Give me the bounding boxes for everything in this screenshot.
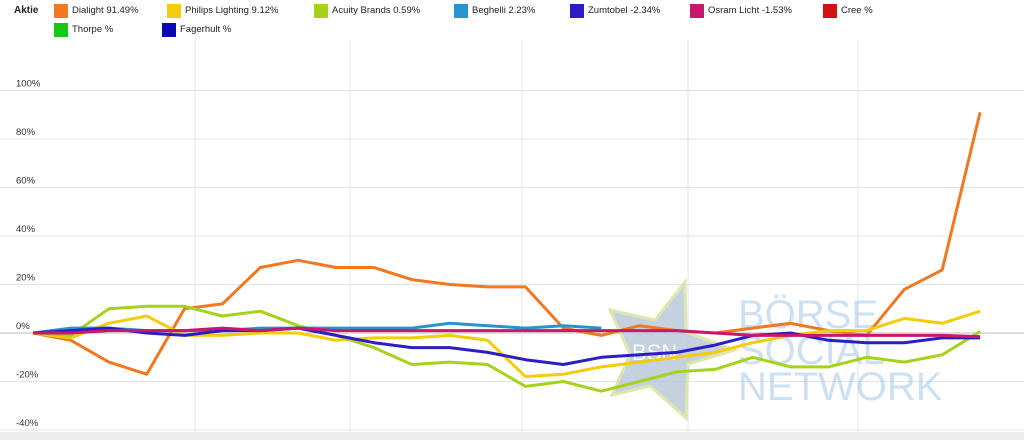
legend-swatch (314, 4, 328, 18)
bsn-logo-star-icon (607, 277, 740, 422)
series-lines (32, 111, 982, 393)
y-tick-label: 60% (16, 176, 36, 187)
legend-title: Aktie (14, 5, 39, 16)
series-line-zumtobel (32, 326, 981, 366)
y-tick-label: 80% (16, 127, 36, 138)
watermark-line3: NETWORK (738, 365, 943, 409)
legend-swatch (454, 4, 468, 18)
x-axis-band (0, 432, 1024, 440)
legend: Aktie Dialight 91.49% Philips Lighting 9… (0, 0, 1024, 40)
y-axis-ticks: 100% 80% 60% 40% 20% 0% -20% -40% (16, 79, 41, 430)
y-tick-label: 0% (16, 321, 30, 332)
legend-label: Osram Licht -1.53% (708, 5, 792, 16)
legend-label: Philips Lighting 9.12% (185, 5, 279, 16)
legend-label: Zumtobel -2.34% (588, 5, 661, 16)
legend-swatch (54, 23, 68, 37)
legend-label: Acuity Brands 0.59% (332, 5, 421, 16)
y-tick-label: -40% (16, 418, 39, 429)
legend-swatch (162, 23, 176, 37)
y-tick-label: 20% (16, 273, 36, 284)
legend-label: Beghelli 2.23% (472, 5, 536, 16)
legend-label: Thorpe % (72, 24, 114, 35)
legend-swatch (823, 4, 837, 18)
legend-swatch (570, 4, 584, 18)
legend-swatch (54, 4, 68, 18)
legend-swatch (690, 4, 704, 18)
y-tick-label: -20% (16, 370, 39, 381)
series-line-acuity-brands (32, 304, 981, 393)
legend-label: Dialight 91.49% (72, 5, 139, 16)
y-tick-label: 40% (16, 224, 36, 235)
y-tick-label: 100% (16, 79, 41, 90)
legend-label: Cree % (841, 5, 873, 16)
legend-label: Fagerhult % (180, 24, 232, 35)
series-line-osram-licht (33, 326, 981, 339)
legend-swatch (167, 4, 181, 18)
